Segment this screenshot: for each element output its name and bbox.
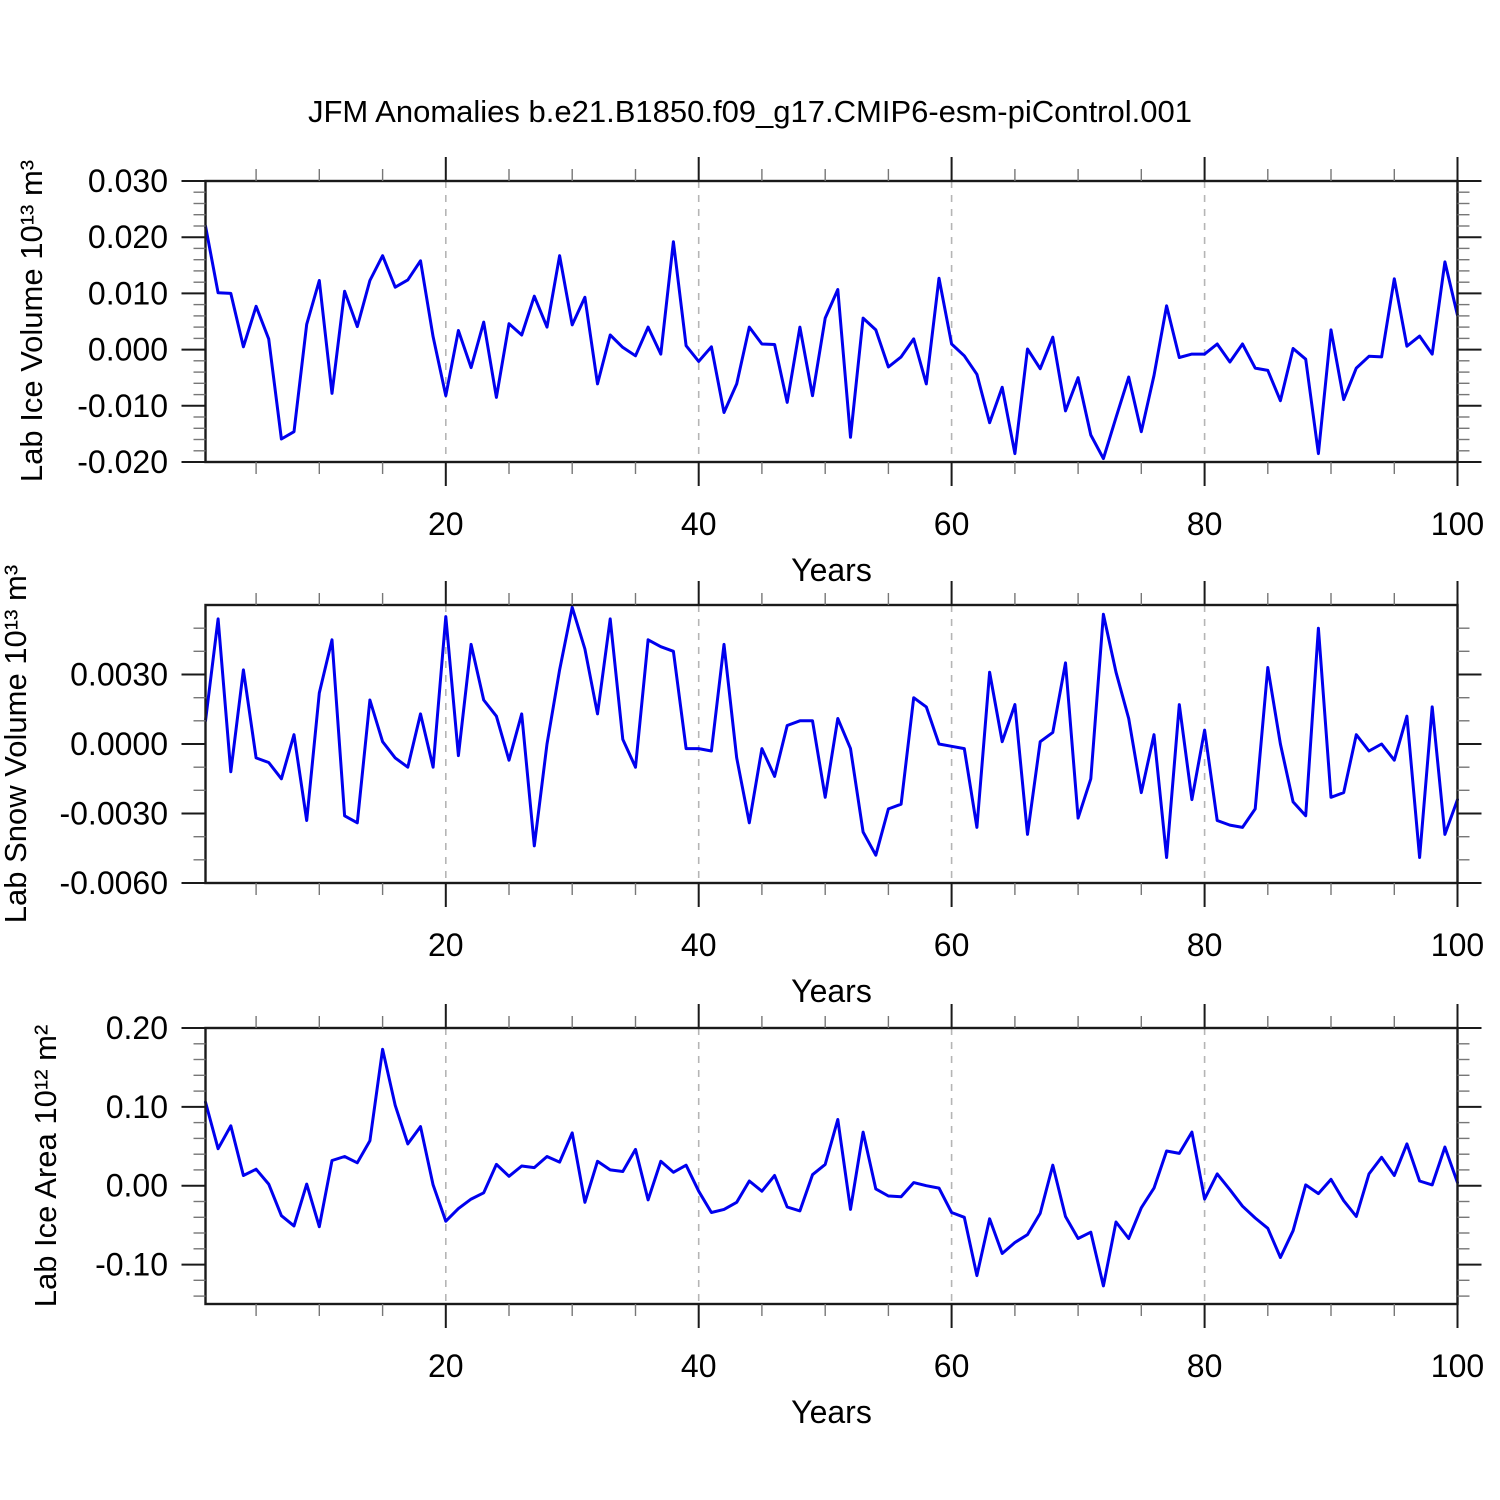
x-tick-label: 80 (1187, 506, 1223, 542)
axis-frame (204, 603, 1459, 885)
y-tick-label: 0.010 (88, 275, 168, 311)
y-tick-label: 0.020 (88, 219, 168, 255)
x-tick-label: 20 (428, 1348, 464, 1384)
axis-frame (204, 179, 1459, 464)
y-tick-label: 0.030 (88, 163, 168, 199)
x-tick-label: 100 (1431, 1348, 1484, 1384)
data-line (204, 605, 1459, 859)
panel-ice-volume-chart: 20 40 60 80 100 0.030 0.020 0.010 0.000 -0.010 -0.… (77, 157, 1484, 588)
x-tick-label: 60 (934, 506, 970, 542)
y-tick-label: -0.10 (95, 1247, 168, 1283)
chart-title: JFM Anomalies b.e21.B1850.f09_g17.CMIP6-… (308, 94, 1192, 129)
x-tick-label: 40 (681, 1348, 717, 1384)
y-tick-label: -0.0030 (59, 796, 168, 832)
y-tick-label: -0.0060 (59, 865, 168, 901)
y-tick-label: -0.010 (77, 388, 168, 424)
panel-snow-volume-chart: 20 40 60 80 100 0.0030 0.0000 -0.0030 -0.0060 Yea… (59, 581, 1484, 1009)
x-tick-label: 80 (1187, 1348, 1223, 1384)
x-tick-label: 60 (934, 1348, 970, 1384)
x-axis-title: Years (791, 552, 872, 588)
x-tick-label: 100 (1431, 506, 1484, 542)
data-line (204, 1047, 1459, 1288)
data-line (204, 224, 1459, 461)
axis-frame (204, 1026, 1459, 1306)
x-axis-title: Years (791, 973, 872, 1009)
x-tick-label: 40 (681, 506, 717, 542)
y-tick-label: 0.10 (106, 1089, 168, 1125)
x-axis-title: Years (791, 1394, 872, 1430)
y-tick-label: 0.0000 (70, 726, 168, 762)
x-tick-label: 60 (934, 927, 970, 963)
y-tick-label: 0.00 (106, 1168, 168, 1204)
y-tick-label: -0.020 (77, 444, 168, 480)
x-tick-label: 20 (428, 927, 464, 963)
panel-ice-area-chart: 20 40 60 80 100 0.20 0.10 0.00 -0.10 Years (95, 1004, 1484, 1430)
x-tick-label: 80 (1187, 927, 1223, 963)
y-tick-label: 0.000 (88, 332, 168, 368)
y-tick-label: 0.20 (106, 1010, 168, 1046)
x-tick-label: 40 (681, 927, 717, 963)
x-tick-label: 20 (428, 506, 464, 542)
y-tick-label: 0.0030 (70, 657, 168, 693)
x-tick-label: 100 (1431, 927, 1484, 963)
